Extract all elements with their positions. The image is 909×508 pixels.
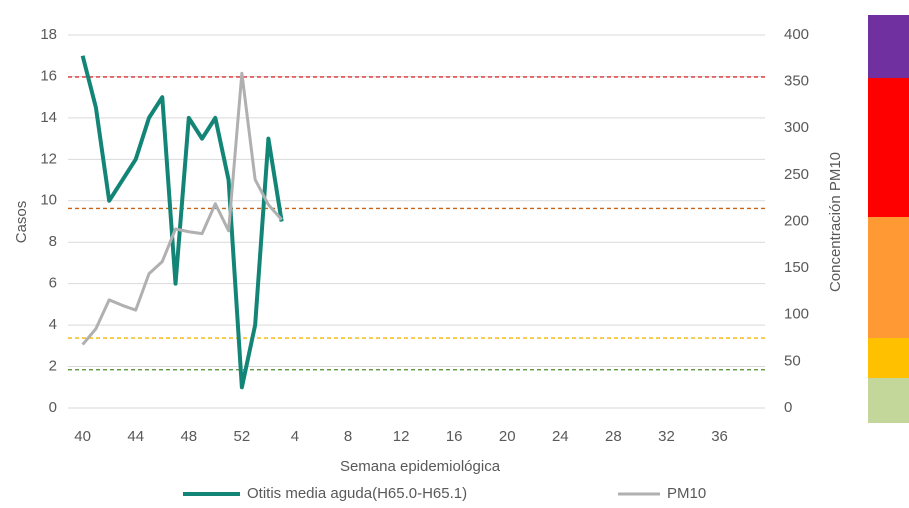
x-tick-label: 48 xyxy=(180,428,197,445)
scale-band xyxy=(868,378,909,423)
y2-tick-label: 150 xyxy=(784,259,809,276)
y-tick-label: 0 xyxy=(49,399,57,416)
legend-label: PM10 xyxy=(667,485,706,502)
y-tick-label: 14 xyxy=(40,109,57,126)
x-tick-label: 8 xyxy=(344,428,352,445)
y-tick-label: 4 xyxy=(49,316,57,333)
x-axis-label: Semana epidemiológica xyxy=(340,458,501,475)
y-tick-label: 2 xyxy=(49,358,57,375)
y2-tick-label: 200 xyxy=(784,212,809,229)
y2-tick-label: 300 xyxy=(784,119,809,136)
y2-tick-label: 0 xyxy=(784,399,792,416)
x-tick-label: 36 xyxy=(711,428,728,445)
y2-tick-label: 250 xyxy=(784,166,809,183)
y2-tick-label: 350 xyxy=(784,73,809,90)
legend-label: Otitis media aguda(H65.0-H65.1) xyxy=(247,485,467,502)
y-tick-label: 10 xyxy=(40,192,57,209)
y-tick-label: 16 xyxy=(40,67,57,84)
x-tick-label: 52 xyxy=(234,428,251,445)
scale-band xyxy=(868,78,909,217)
x-tick-label: 28 xyxy=(605,428,622,445)
y-tick-label: 6 xyxy=(49,275,57,292)
x-tick-label: 4 xyxy=(291,428,299,445)
y-tick-label: 18 xyxy=(40,26,57,43)
x-tick-label: 20 xyxy=(499,428,516,445)
y2-tick-label: 50 xyxy=(784,352,801,369)
y-tick-label: 8 xyxy=(49,233,57,250)
y2-tick-label: 100 xyxy=(784,306,809,323)
y-axis-label: Casos xyxy=(13,201,30,244)
x-tick-label: 40 xyxy=(74,428,91,445)
scale-band xyxy=(868,15,909,78)
series-line xyxy=(80,55,284,390)
scale-band xyxy=(868,338,909,378)
series-line xyxy=(81,71,283,346)
x-tick-label: 32 xyxy=(658,428,675,445)
y2-tick-label: 400 xyxy=(784,26,809,43)
y2-axis-label: Concentración PM10 xyxy=(827,152,844,292)
x-tick-label: 16 xyxy=(446,428,463,445)
scale-band xyxy=(868,217,909,338)
x-tick-label: 12 xyxy=(393,428,410,445)
x-tick-label: 24 xyxy=(552,428,569,445)
y-tick-label: 12 xyxy=(40,150,57,167)
x-tick-label: 44 xyxy=(127,428,144,445)
